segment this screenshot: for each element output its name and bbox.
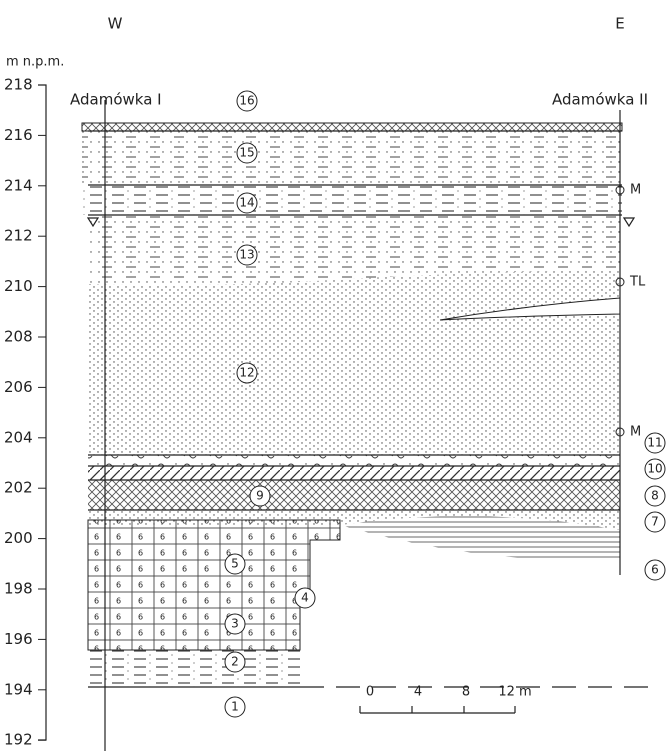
marker-label: TL <box>629 275 646 290</box>
layer-number: 11 <box>647 436 662 450</box>
layer-number: 10 <box>647 462 662 476</box>
layer-9-fill <box>88 480 620 510</box>
layer-12-fill <box>88 270 620 455</box>
axis-label: m n.p.m. <box>6 55 64 70</box>
scale-label: 0 <box>366 685 374 700</box>
layer-15-fill <box>82 131 622 185</box>
tick-label: 214 <box>4 176 33 194</box>
well-label: Adamówka II <box>552 91 648 109</box>
layer-number: 5 <box>231 557 239 571</box>
scale-label: 12 m <box>498 685 531 700</box>
well-label: Adamówka I <box>70 91 162 109</box>
cross-section: 6 W E m n.p.m. 2182162142122102082062042… <box>0 0 672 751</box>
layer-number: 15 <box>239 146 254 160</box>
layer-number: 1 <box>231 700 239 714</box>
tick-label: 196 <box>4 630 33 648</box>
layer-number: 8 <box>651 489 659 503</box>
tick-label: 194 <box>4 680 33 698</box>
tick-label: 198 <box>4 580 33 598</box>
layer-number: 12 <box>239 366 254 380</box>
layer-2-fill <box>88 650 300 687</box>
scale-label: 4 <box>414 685 422 700</box>
layer-16-fill <box>82 123 622 131</box>
marker-label: M <box>630 425 641 440</box>
layer-3-5-fill <box>88 520 340 650</box>
west-label: W <box>108 15 123 33</box>
tick-label: 216 <box>4 126 33 144</box>
strata <box>38 85 660 751</box>
layer-10-fill <box>88 466 620 480</box>
axis-line <box>38 85 46 740</box>
marker-label: M <box>630 183 641 198</box>
scale-label: 8 <box>462 685 470 700</box>
tick-label: 218 <box>4 76 33 94</box>
tick-label: 204 <box>4 428 33 446</box>
east-label: E <box>615 15 624 33</box>
layer-11-fill <box>88 455 620 466</box>
layer-number: 7 <box>651 515 659 529</box>
layer-number: 2 <box>231 655 239 669</box>
layer-14-fill <box>82 185 622 215</box>
layer-number: 14 <box>239 196 254 210</box>
tick-label: 208 <box>4 328 33 346</box>
tick-label: 192 <box>4 731 33 749</box>
tick-label: 210 <box>4 277 33 295</box>
tick-label: 206 <box>4 378 33 396</box>
layer-number: 16 <box>239 94 254 108</box>
tick-label: 200 <box>4 529 33 547</box>
layer-number: 13 <box>239 248 254 262</box>
tick-label: 202 <box>4 479 33 497</box>
layer-number: 6 <box>651 563 659 577</box>
tick-label: 212 <box>4 227 33 245</box>
layer-number: 9 <box>256 489 264 503</box>
scale-bar <box>360 706 515 713</box>
layer-number: 4 <box>301 591 309 605</box>
layer-number: 3 <box>231 617 239 631</box>
